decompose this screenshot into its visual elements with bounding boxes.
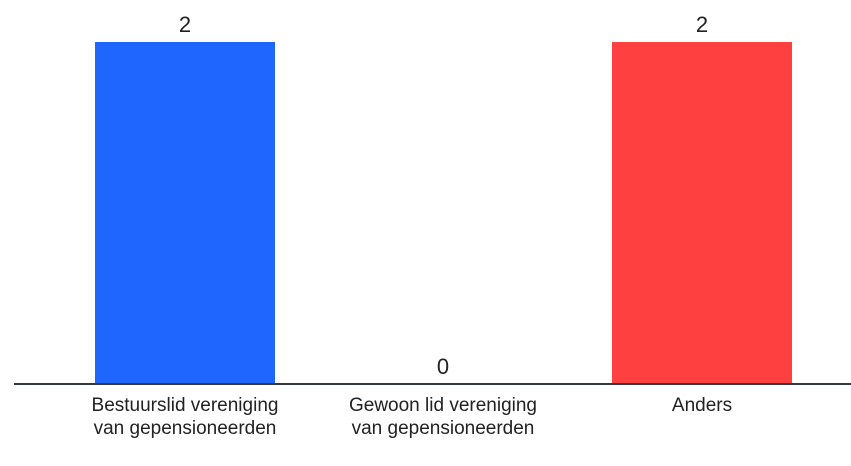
category-label-3: Anders bbox=[671, 395, 733, 416]
bar-3 bbox=[612, 42, 792, 384]
value-label-2: 0 bbox=[437, 354, 449, 379]
category-label-2: Gewoon lid vereniging van gepensioneerde… bbox=[348, 395, 537, 439]
category-label-1: Bestuurslid vereniging van gepensioneerd… bbox=[91, 395, 279, 439]
value-label-3: 2 bbox=[696, 12, 708, 37]
bars-group bbox=[95, 42, 792, 384]
bar-1 bbox=[95, 42, 275, 384]
value-label-1: 2 bbox=[179, 12, 191, 37]
value-labels-group: 2 0 2 bbox=[179, 12, 708, 379]
